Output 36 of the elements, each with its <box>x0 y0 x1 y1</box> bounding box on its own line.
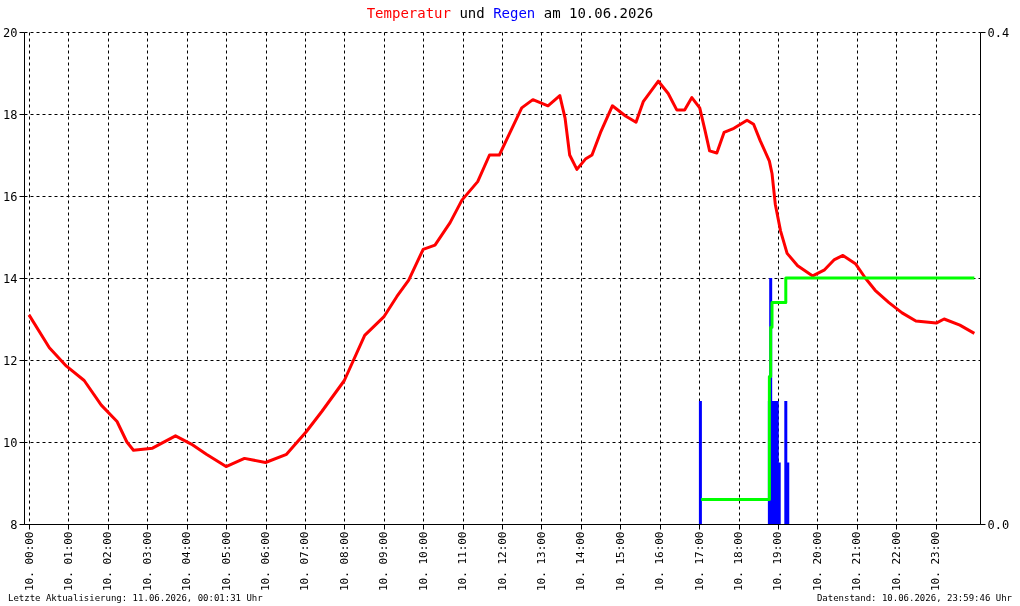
x-tick-label: 10. 03:00 <box>140 531 154 592</box>
y2-tick-label: 0.0 <box>987 517 1010 532</box>
x-tick-label: 10. 11:00 <box>456 531 470 592</box>
x-tick-label: 10. 01:00 <box>61 531 75 592</box>
x-tick-label: 10. 16:00 <box>653 531 667 592</box>
text: Letzte Aktualisierung: 11.06.2026, 00:01:31 Uhr <box>8 593 263 603</box>
x-tick-label: 10. 21:00 <box>850 531 864 592</box>
x-tick-label: 10. 14:00 <box>574 531 588 592</box>
x-tick-label: 10. 05:00 <box>219 531 233 592</box>
x-tick-label: 10. 02:00 <box>101 531 115 592</box>
x-tick-label: 10. 17:00 <box>692 531 706 592</box>
x-tick-label: 10. 13:00 <box>534 531 548 592</box>
y-tick-label: 10 <box>3 435 18 450</box>
y-tick-label: 16 <box>3 189 18 204</box>
x-tick-label: 10. 19:00 <box>771 531 785 592</box>
x-tick-label: 10. 09:00 <box>377 531 391 592</box>
x-tick-label: 10. 04:00 <box>180 531 194 592</box>
text: Datenstand: 10.06.2026, 23:59:46 Uhr <box>816 593 1012 603</box>
y-tick-label: 18 <box>3 107 18 122</box>
x-tick-label: 10. 07:00 <box>298 531 312 592</box>
x-tick-label: 10. 08:00 <box>337 531 351 592</box>
x-tick-label: 10. 06:00 <box>259 531 272 592</box>
y-tick-label: 8 <box>10 517 18 532</box>
y-tick-label: 14 <box>3 271 18 286</box>
x-tick-label: 10. 15:00 <box>613 531 627 592</box>
y-tick-label: 12 <box>3 353 18 368</box>
x-tick-label: 10. 18:00 <box>732 531 745 592</box>
x-tick-label: 10. 10:00 <box>416 531 430 592</box>
x-tick-label: 10. 20:00 <box>810 531 824 592</box>
x-tick-label: 10. 23:00 <box>929 531 943 592</box>
x-tick-label: 10. 22:00 <box>889 531 903 592</box>
x-tick-label: 10. 00:00 <box>22 531 36 592</box>
x-tick-label: 10. 12:00 <box>495 531 509 592</box>
y2-tick-label: 0.4 <box>987 25 1010 40</box>
chart-title: Temperatur und Regen am 10.06.2026 <box>366 5 654 21</box>
y-tick-label: 20 <box>3 25 18 40</box>
